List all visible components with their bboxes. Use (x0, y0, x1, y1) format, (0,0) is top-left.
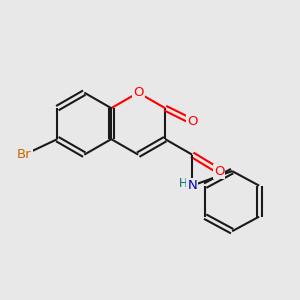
Text: O: O (214, 165, 224, 178)
Text: H: H (178, 177, 187, 190)
Text: O: O (133, 86, 143, 99)
Text: Br: Br (17, 148, 32, 161)
Text: O: O (187, 115, 197, 128)
Text: N: N (187, 179, 197, 192)
